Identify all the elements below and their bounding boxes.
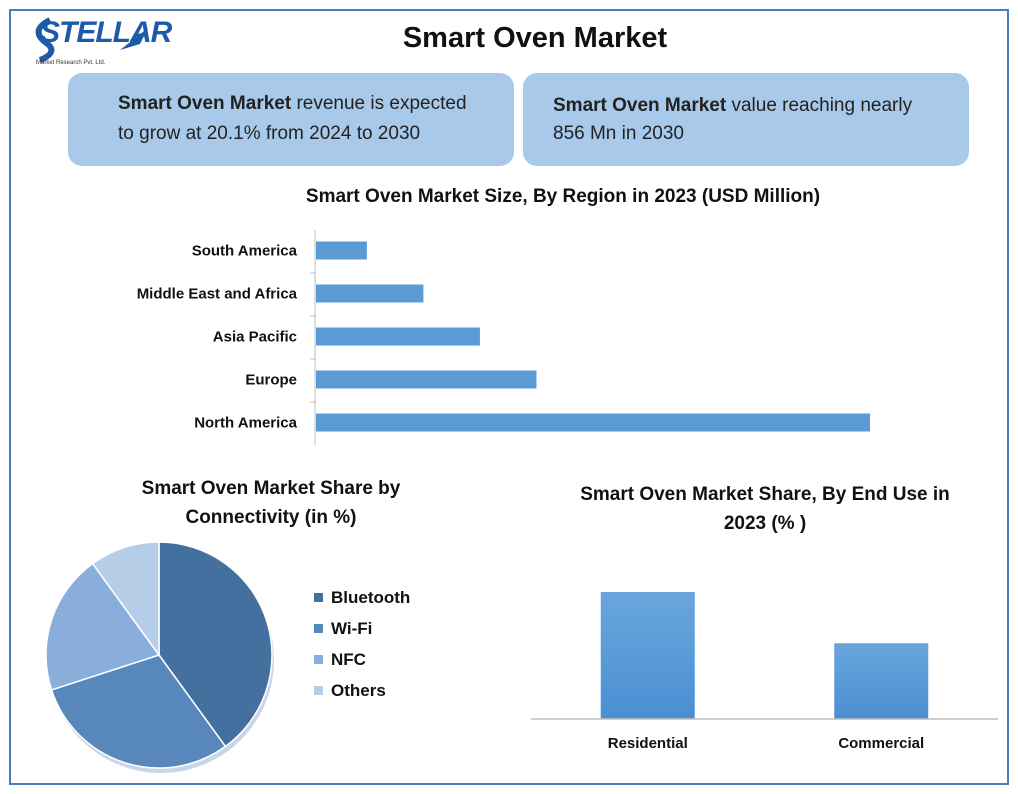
legend-item-wifi: Wi-Fi [314, 613, 410, 644]
info-left-bold: Smart Oven Market [118, 93, 292, 114]
page-title: Smart Oven Market [402, 22, 668, 54]
end-use-column-chart: Residential Commercial [531, 592, 998, 752]
bar-north-america [316, 413, 870, 432]
category-label: North America [194, 415, 297, 432]
pie-slice-others [91, 541, 160, 658]
info-right-line1: value reaching nearly [726, 95, 913, 116]
end-use-chart-title: Smart Oven Market Share, By End Use in 2… [580, 484, 950, 534]
legend-label: Others [331, 680, 386, 700]
info-left-line2: to grow at 20.1% from 2024 to 2030 [118, 123, 421, 144]
pie-slice-wi-fi [50, 654, 227, 769]
connectivity-legend: Bluetooth Wi-Fi NFC Others [314, 582, 410, 706]
pie-slice-bluetooth [158, 541, 273, 748]
region-bar-chart: South America Middle East and Africa Asia … [137, 230, 870, 445]
legend-swatch [314, 655, 323, 664]
category-label: Asia Pacific [213, 329, 297, 346]
bar-asia-pacific [316, 327, 480, 346]
legend-swatch [314, 624, 323, 633]
logo-tagline: Market Research Pvt. Ltd. [36, 60, 106, 66]
category-label: Residential [608, 735, 688, 752]
bar-south-america [316, 241, 367, 260]
category-label: South America [192, 243, 298, 260]
legend-item-nfc: NFC [314, 644, 410, 675]
bar-europe [316, 370, 537, 389]
pie-slice-nfc [45, 562, 161, 691]
column-commercial [834, 643, 929, 719]
info-right-bold: Smart Oven Market [553, 95, 727, 116]
region-chart-title: Smart Oven Market Size, By Region in 202… [305, 186, 821, 207]
category-label: Middle East and Africa [137, 286, 298, 303]
growth-info-box: Smart Oven Market revenue is expected to… [68, 73, 514, 166]
legend-label: Bluetooth [331, 587, 411, 607]
legend-swatch [314, 593, 323, 602]
logo-wordmark: STELLAR [40, 16, 172, 49]
stellar-logo [35, 17, 148, 63]
bar-middle-east-and-africa [316, 284, 424, 303]
info-right-line2: 856 Mn in 2030 [553, 123, 684, 144]
value-info-box: Smart Oven Market value reaching nearly … [523, 73, 969, 166]
connectivity-pie-chart [45, 541, 274, 773]
legend-label: Wi-Fi [331, 618, 373, 638]
legend-label: NFC [331, 649, 366, 669]
category-label: Commercial [838, 735, 924, 752]
category-label: Europe [245, 372, 297, 389]
legend-swatch [314, 686, 323, 695]
column-residential [600, 592, 695, 719]
legend-item-others: Others [314, 675, 410, 706]
connectivity-chart-title: Smart Oven Market Share by Connectivity … [141, 478, 401, 528]
legend-item-bluetooth: Bluetooth [314, 582, 410, 613]
info-left-line1: revenue is expected [291, 93, 467, 114]
